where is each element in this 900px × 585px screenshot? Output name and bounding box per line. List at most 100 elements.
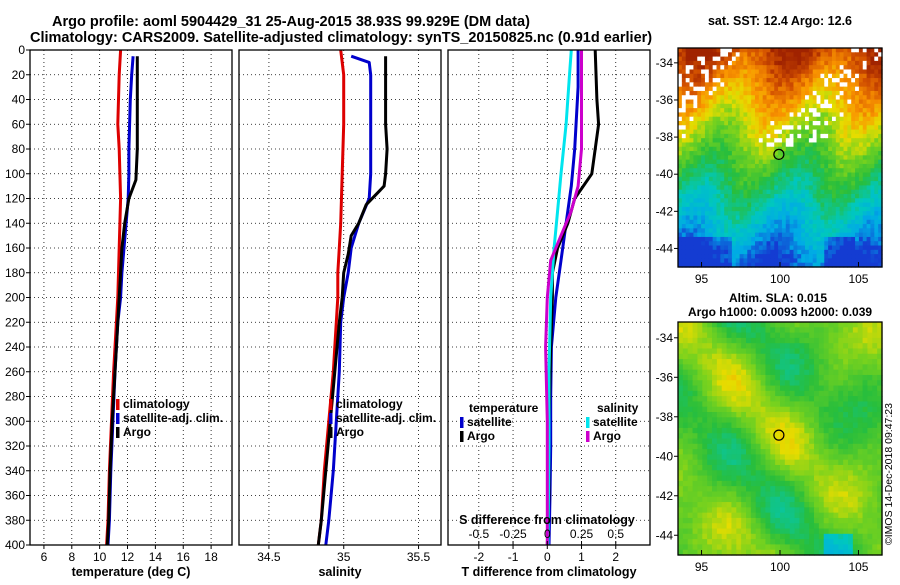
sst-map-cell xyxy=(862,86,868,92)
sst-map-cell xyxy=(762,254,768,260)
sla-map-cell xyxy=(843,486,849,493)
sst-map-cell xyxy=(808,142,814,148)
sst-map-cell xyxy=(824,78,829,83)
sla-map-cell xyxy=(775,380,781,387)
sst-map-cell xyxy=(828,56,833,62)
sst-map-cell xyxy=(751,86,756,92)
sst-map-cell xyxy=(801,129,806,135)
sla-map-cell xyxy=(682,343,689,350)
sst-map-cell xyxy=(847,86,852,92)
sst-map-cell xyxy=(828,249,833,255)
sst-map-cell xyxy=(731,99,737,105)
sst-map-cell xyxy=(701,112,706,118)
sla-map-cell xyxy=(731,348,737,355)
sst-map-cell xyxy=(678,138,683,144)
sst-map-cell xyxy=(701,232,706,238)
sla-map-cell xyxy=(678,539,684,546)
sla-map-cell xyxy=(852,470,859,477)
sla-map-cell xyxy=(775,470,781,477)
sla-map-cell xyxy=(707,412,713,418)
sst-map-cell xyxy=(697,52,702,58)
sla-map-cell xyxy=(784,449,791,455)
sst-map-cell xyxy=(874,198,879,204)
sst-map-cell xyxy=(685,121,691,126)
sla-map-cell xyxy=(712,449,718,455)
sst-map-cell xyxy=(720,112,725,118)
sst-map-cell xyxy=(716,241,721,247)
sst-map-cell xyxy=(724,232,729,238)
sla-map-cell xyxy=(780,380,786,387)
sst-map-cell xyxy=(874,241,879,247)
sst-map-cell xyxy=(716,176,721,182)
sst-map-cell xyxy=(785,65,791,71)
sla-map-cell xyxy=(804,369,810,376)
sst-map-cell xyxy=(747,133,752,139)
sst-map-cell xyxy=(739,86,745,92)
sst-map-cell xyxy=(678,224,683,229)
sla-map-cell xyxy=(852,512,859,519)
sla-map-cell xyxy=(843,533,849,540)
sst-map-cell xyxy=(820,65,825,71)
sla-map-cell xyxy=(780,385,786,392)
sla-map-cell xyxy=(809,470,815,477)
sst-map-cell xyxy=(851,125,856,131)
sla-map-cell xyxy=(857,417,864,424)
sla-map-cell xyxy=(770,475,776,482)
sst-map-cell xyxy=(697,133,702,139)
sst-map-cell xyxy=(708,211,714,217)
sla-map-cell xyxy=(731,459,737,466)
sst-map-cell xyxy=(797,142,802,148)
sst-map-cell xyxy=(820,142,825,148)
sst-map-cell xyxy=(689,163,694,169)
sst-map-cell xyxy=(805,185,810,191)
sla-map-cell xyxy=(721,359,728,365)
sst-map-cell xyxy=(828,181,833,187)
sla-map-cell xyxy=(712,549,718,556)
sst-map-cell xyxy=(693,181,698,187)
sla-map-cell xyxy=(687,459,694,466)
sla-map-cell xyxy=(760,337,767,344)
sst-map-cell xyxy=(855,116,860,122)
sla-map-cell xyxy=(770,412,776,418)
depth-tick-label-17: 340 xyxy=(5,464,25,478)
sst-map-cell xyxy=(824,224,829,229)
sst-map-cell xyxy=(681,60,687,66)
sla-map-cell xyxy=(823,380,830,387)
sst-map-cell xyxy=(801,151,806,156)
sla-map-cell xyxy=(716,454,723,461)
sst-map-cell xyxy=(855,202,860,208)
sst-map-cell xyxy=(681,95,687,101)
sst-map-cell xyxy=(751,133,756,139)
sst-map-cell xyxy=(866,86,872,92)
sst-map-cell xyxy=(735,236,741,242)
sst-map-cell xyxy=(851,185,856,191)
sla-map-cell xyxy=(716,406,723,413)
sla-map-cell xyxy=(750,359,757,365)
sla-map-cell xyxy=(838,449,844,455)
sst-map-cell xyxy=(820,112,825,118)
sla-map-cell xyxy=(682,528,689,535)
sst-map-cell xyxy=(762,206,768,212)
sst-map-cell xyxy=(728,155,733,161)
sst-map-cell xyxy=(770,48,775,53)
sst-map-cell xyxy=(808,249,814,255)
sst-map-cell xyxy=(874,189,879,195)
sst-map-cell xyxy=(801,172,806,178)
sst-map-cell xyxy=(839,73,845,79)
sla-map-cell xyxy=(678,486,684,493)
sst-map-cell xyxy=(708,78,714,83)
sla-map-cell xyxy=(784,464,791,471)
sst-map-cell xyxy=(785,176,791,182)
sla-map-cell xyxy=(833,507,839,514)
sla-map-cell xyxy=(687,464,694,471)
sst-map-cell xyxy=(820,90,825,96)
sst-map-cell xyxy=(724,125,729,131)
sst-map-cell xyxy=(712,189,718,195)
sst-map-cell xyxy=(797,121,802,126)
sla-map-cell xyxy=(789,549,796,556)
sst-map-cell xyxy=(793,52,798,58)
sla-map-cell xyxy=(823,475,830,482)
sst-map-cell xyxy=(731,224,737,229)
sla-map-cell xyxy=(794,417,801,424)
sst-map-cell xyxy=(808,172,814,178)
